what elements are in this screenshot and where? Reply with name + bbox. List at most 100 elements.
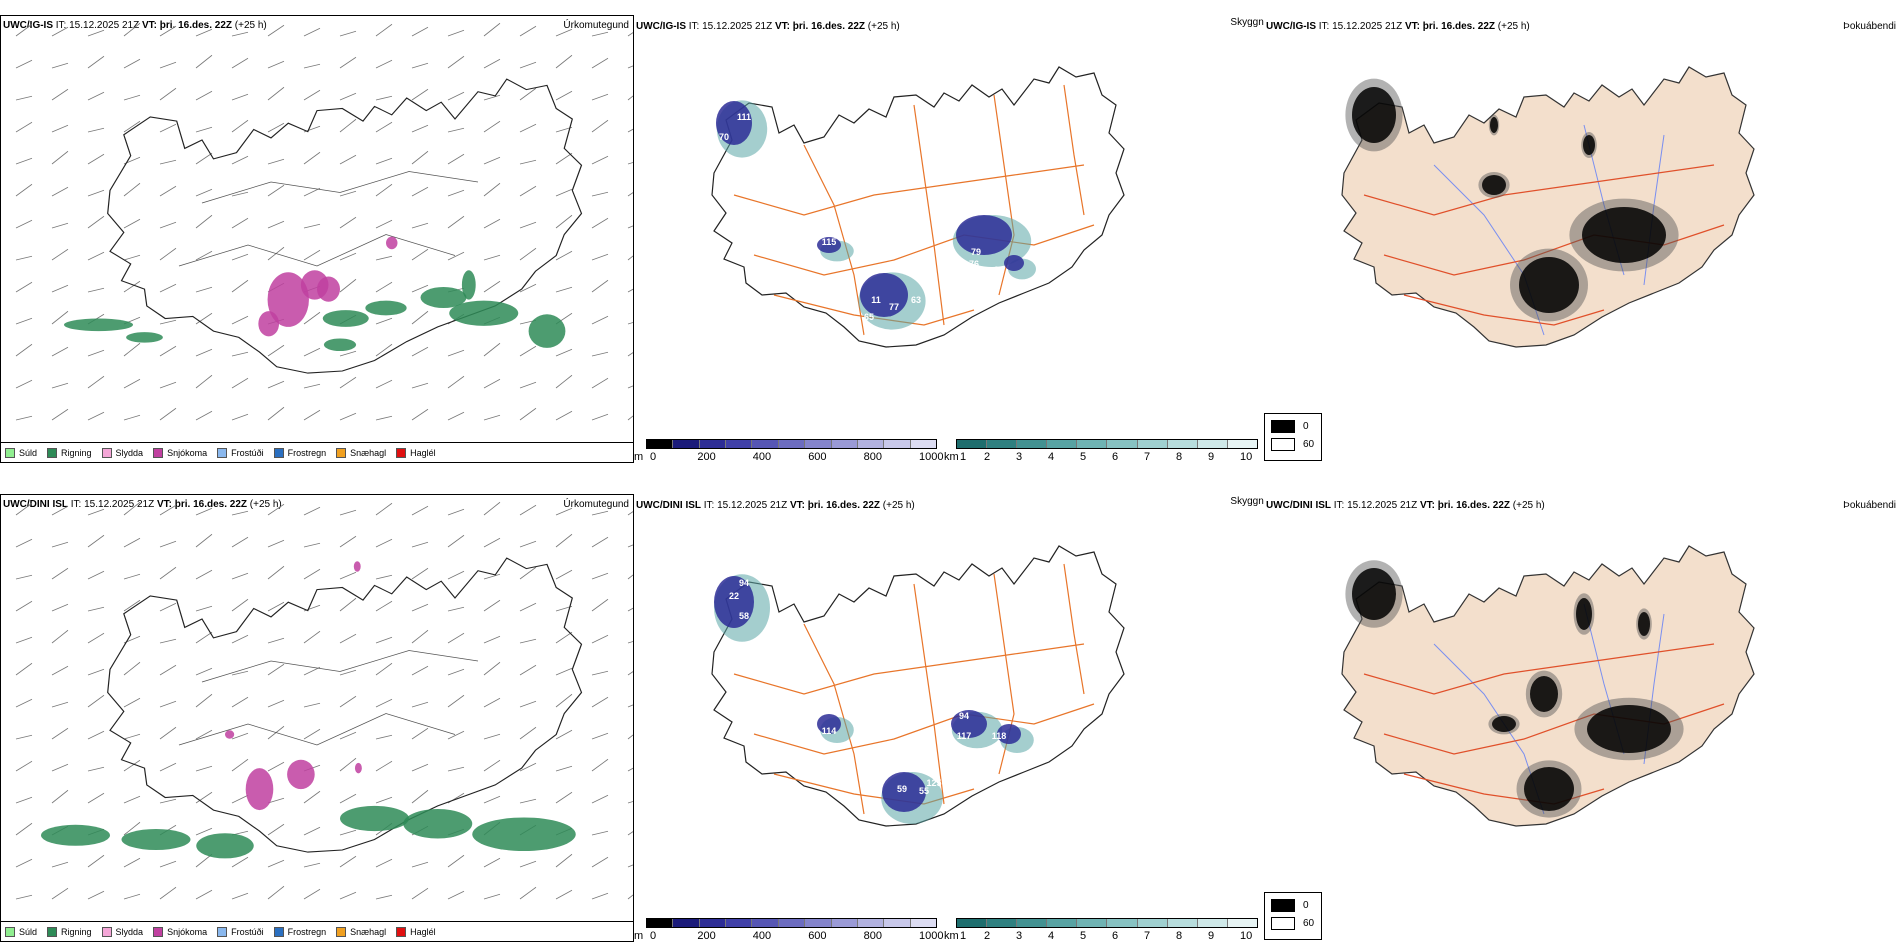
wind-barb: [519, 407, 537, 421]
wind-barb: [267, 158, 285, 165]
wind-barb: [15, 219, 33, 229]
rain-area: [420, 287, 467, 308]
wind-barb: [87, 570, 105, 580]
ceiling-value-label: 63: [911, 295, 921, 305]
wind-barb: [123, 94, 141, 101]
rain-area: [472, 817, 576, 852]
ceiling-value-label: 77: [889, 302, 899, 312]
wind-barb: [231, 31, 249, 37]
wind-barb: [15, 574, 33, 580]
wind-barb: [591, 696, 609, 708]
ceiling-value-label: 11: [871, 295, 881, 305]
wind-barb: [51, 62, 69, 69]
wind-barb: [447, 632, 465, 644]
wind-barb: [123, 218, 141, 229]
fog-legend-swatch: [1271, 917, 1295, 930]
wind-barb: [483, 156, 501, 165]
wind-barb: [339, 350, 357, 357]
rain-area: [403, 809, 473, 839]
fog-legend-value: 0: [1303, 421, 1309, 432]
legend-swatch: [396, 926, 407, 937]
road-line: [1363, 164, 1715, 216]
colorbar-tick: 0: [650, 930, 657, 942]
wind-barb: [123, 599, 141, 612]
legend-item: Frostregn: [273, 926, 326, 937]
fog-legend-box: 0 60: [1264, 892, 1322, 940]
wind-barb: [627, 128, 633, 133]
wind-barb: [555, 286, 573, 293]
wind-barb: [519, 540, 537, 548]
wind-barb: [591, 794, 609, 804]
wind-barb: [51, 248, 69, 261]
wind-barb: [123, 378, 141, 389]
wind-barb: [483, 120, 501, 133]
legend-item: Snæhagl: [336, 447, 386, 458]
wind-barb: [303, 630, 321, 644]
wind-barb: [627, 704, 633, 708]
wind-barb: [195, 126, 213, 133]
wind-barb: [375, 343, 393, 357]
colorbar-unit: m: [634, 451, 644, 463]
colorbar-tick: 5: [1080, 451, 1087, 463]
wind-barb: [519, 247, 537, 261]
wind-barb: [339, 56, 357, 69]
wind-barb: [195, 507, 213, 516]
colorbar-segment: [910, 919, 936, 927]
wind-barb: [555, 631, 573, 644]
road-line: [1403, 294, 1605, 326]
legend-item: Frostregn: [273, 447, 326, 458]
wind-barb: [339, 571, 357, 580]
wind-barb: [627, 255, 633, 261]
legend-label: Haglél: [410, 926, 436, 937]
ceiling-value-label: 76: [969, 259, 979, 269]
colorbar-segment: [1167, 440, 1198, 448]
wind-barb: [591, 830, 609, 836]
wind-barb: [591, 57, 609, 69]
wind-barb: [51, 310, 69, 325]
wind-barb: [159, 25, 177, 37]
wind-barb: [231, 93, 249, 101]
wind-barb: [87, 55, 105, 69]
wind-barb: [411, 248, 429, 261]
colorbar-tick: 2: [984, 451, 991, 463]
ceiling-value-label: 59: [897, 784, 907, 794]
fog-panel-top: UWC/IG-IS IT: 15.12.2025 21Z VT: þri. 16…: [1264, 15, 1900, 463]
colorbar-tick: 4: [1048, 451, 1055, 463]
wind-barb: [231, 572, 249, 580]
snow-area: [287, 759, 315, 790]
river-line: [1643, 134, 1665, 286]
wind-barb: [87, 411, 105, 421]
wind-barb: [411, 887, 429, 900]
wind-barb: [411, 727, 429, 740]
wind-barb: [339, 535, 357, 548]
wind-barb: [231, 315, 249, 325]
legend-item: Frostúði: [217, 447, 264, 458]
wind-barb: [195, 729, 213, 740]
ceiling-value-label: 115: [822, 237, 837, 247]
wind-barb: [375, 415, 393, 421]
legend-swatch: [101, 926, 112, 937]
wind-barb: [627, 511, 633, 516]
wind-barb: [519, 185, 537, 197]
colorbar-segment: [805, 440, 832, 448]
wind-barb: [627, 225, 633, 229]
wind-barb: [447, 29, 465, 37]
wind-barb: [375, 760, 393, 772]
wind-barb: [339, 669, 357, 676]
rain-area: [121, 829, 191, 850]
ceiling-value-label: 90: [889, 332, 899, 342]
fog-legend-swatch: [1271, 438, 1295, 451]
wind-barb: [447, 91, 465, 101]
wind-barb: [555, 348, 573, 357]
wind-barb: [483, 280, 501, 293]
ceiling-area: [860, 273, 908, 317]
wind-barb: [555, 533, 573, 548]
wind-barb: [555, 853, 573, 868]
panel-title: Þokuábendi: [1843, 500, 1896, 511]
wind-barb: [159, 221, 177, 229]
wind-barb: [231, 119, 249, 133]
wind-barb: [303, 702, 321, 708]
wind-barb: [87, 508, 105, 516]
wind-barb: [15, 636, 33, 644]
colorbar-segment: [884, 919, 911, 927]
